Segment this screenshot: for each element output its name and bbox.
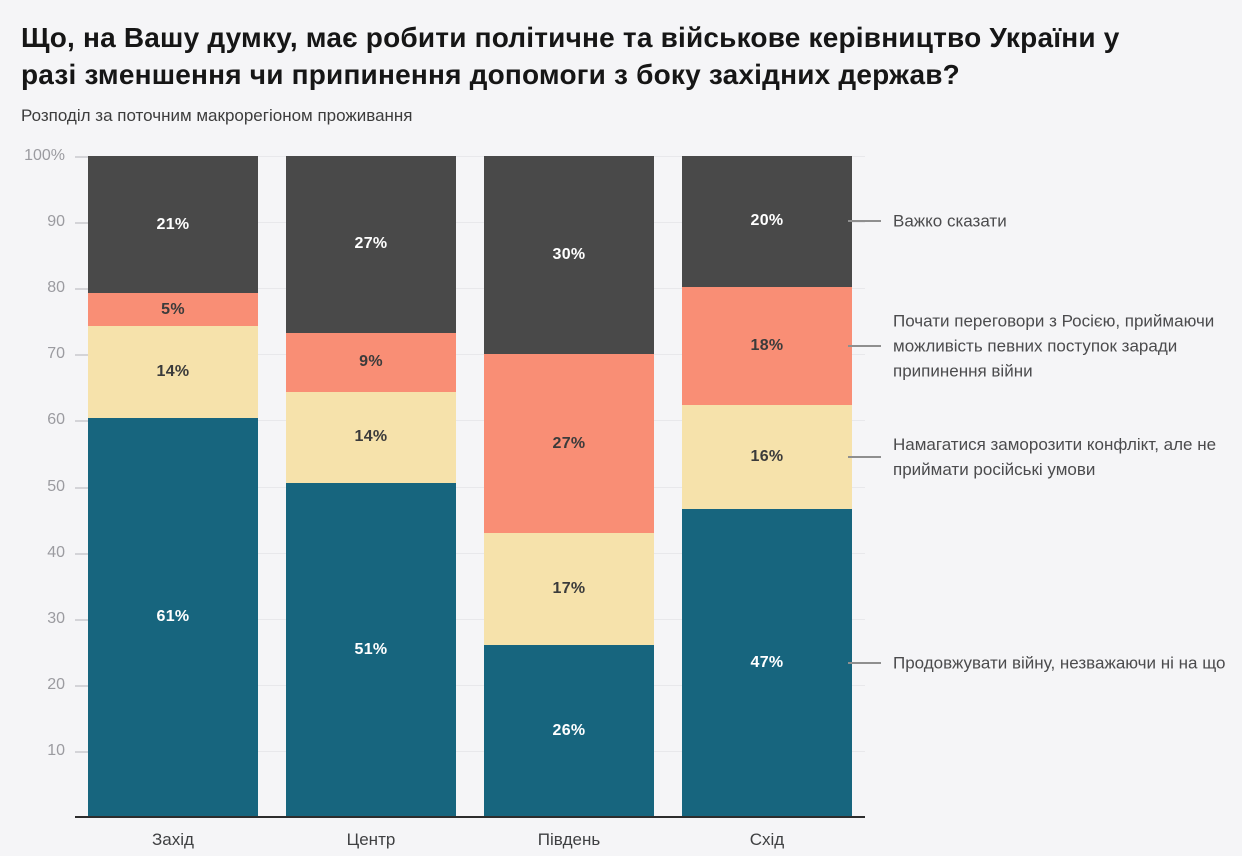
y-axis-label: 70 (47, 345, 65, 363)
segment-value-label: 9% (359, 353, 383, 371)
y-axis-label: 60 (47, 411, 65, 429)
legend-label: Важко сказати (893, 211, 1007, 231)
y-axis-tick (75, 618, 88, 621)
gridline (75, 486, 865, 488)
gridline (75, 288, 865, 290)
x-axis-label: Захід (152, 830, 194, 849)
bar-segment: 21% (88, 156, 258, 294)
y-axis-label: 40 (47, 543, 65, 561)
segment-value-label: 16% (750, 448, 784, 466)
plot-area: 61% 14% 5% 21% 51% 14% 9% 27% 26% 17% 27% 30% 47% 16%… (75, 156, 865, 818)
gridline (75, 222, 865, 224)
y-axis-label: 90 (47, 213, 65, 231)
bar-segment: 5% (88, 293, 258, 327)
segment-value-label: 27% (552, 434, 586, 452)
stacked-bar-chart: 100% 90 80 70 60 50 40 30 20 10 61% 14% 5% 21% 51% 14% 9… (0, 147, 1242, 856)
y-axis-label: 100% (24, 147, 65, 164)
gridline (75, 552, 865, 554)
bar-segment: 14% (88, 326, 258, 418)
x-axis-label: Центр (346, 830, 396, 849)
bar-segment: 9% (286, 332, 456, 392)
legend-leader-line (848, 220, 881, 223)
legend-leader-line (848, 456, 881, 459)
y-axis-tick (75, 420, 88, 423)
x-axis-label: Схід (749, 830, 785, 849)
segment-value-label: 26% (552, 722, 586, 740)
y-axis-label: 80 (47, 279, 65, 297)
y-axis-tick (75, 354, 88, 357)
y-axis-tick (75, 222, 88, 225)
bar-segment: 47% (682, 509, 852, 817)
chart-subtitle: Розподіл за поточним макрорегіоном прожи… (21, 106, 413, 125)
segment-value-label: 18% (750, 336, 784, 354)
bar-Центр: 51% 14% 9% 27% (286, 156, 456, 817)
bar-Схід: 47% 16% 18% 20% (682, 156, 852, 817)
legend-leader-line (848, 344, 881, 347)
y-axis-tick (75, 684, 88, 687)
bar-segment: 26% (484, 645, 654, 817)
legend-label: Почати переговори з Росією, приймаючи мо… (893, 311, 1215, 381)
segment-value-label: 21% (156, 215, 190, 233)
bar-segment: 30% (484, 156, 654, 355)
y-axis-label: 20 (47, 675, 65, 693)
segment-value-label: 61% (156, 608, 190, 626)
gridline (75, 156, 865, 157)
y-axis-label: 50 (47, 477, 65, 495)
chart-header: Що, на Вашу думку, має робити політичне … (0, 0, 1242, 126)
legend-leader-line (848, 662, 881, 665)
y-axis-tick (75, 156, 88, 158)
y-axis-tick (75, 750, 88, 753)
bar-segment: 16% (682, 404, 852, 510)
bar-segment: 18% (682, 286, 852, 405)
segment-value-label: 17% (552, 579, 586, 597)
legend-label: Продовжувати війну, незважаючи ні на що (893, 653, 1226, 673)
segment-value-label: 14% (156, 362, 190, 380)
bar-segment: 17% (484, 532, 654, 646)
bar-segment: 27% (484, 354, 654, 533)
x-axis-line (75, 816, 865, 818)
y-axis: 100% 90 80 70 60 50 40 30 20 10 (0, 147, 65, 817)
segment-value-label: 27% (354, 235, 388, 253)
y-axis-tick (75, 288, 88, 291)
gridline (75, 420, 865, 422)
x-axis-label: Південь (537, 830, 601, 849)
legend-label: Намагатися заморозити конфлікт, але не п… (893, 435, 1217, 480)
bar-Захід: 61% 14% 5% 21% (88, 156, 258, 817)
bar-segment: 14% (286, 391, 456, 484)
y-axis-tick (75, 486, 88, 489)
segment-value-label: 47% (750, 654, 784, 672)
bar-segment: 51% (286, 483, 456, 817)
segment-value-label: 20% (750, 212, 784, 230)
gridline (75, 354, 865, 356)
segment-value-label: 30% (552, 246, 586, 264)
gridline (75, 684, 865, 686)
segment-value-label: 5% (161, 300, 185, 318)
segment-value-label: 14% (354, 428, 388, 446)
y-axis-label: 10 (47, 741, 65, 759)
chart-title: Що, на Вашу думку, має робити політичне … (21, 22, 1120, 90)
bar-segment: 27% (286, 156, 456, 333)
bar-segment: 61% (88, 417, 258, 817)
bar-segment: 20% (682, 156, 852, 287)
y-axis-label: 30 (47, 609, 65, 627)
y-axis-tick (75, 552, 88, 555)
bar-Південь: 26% 17% 27% 30% (484, 156, 654, 817)
segment-value-label: 51% (354, 641, 388, 659)
gridline (75, 750, 865, 752)
gridline (75, 618, 865, 620)
